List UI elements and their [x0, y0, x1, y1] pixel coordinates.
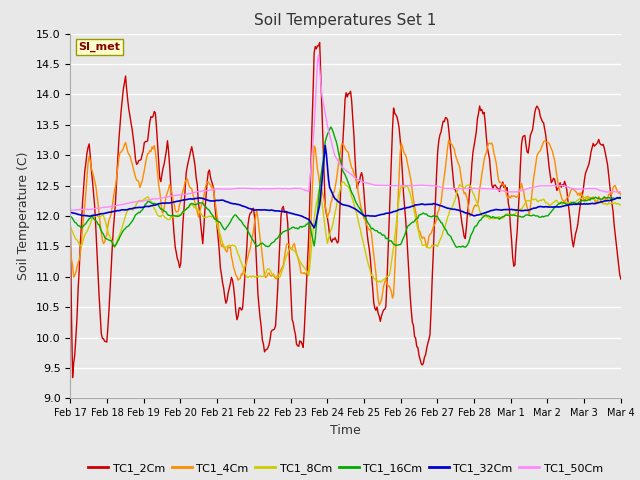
Y-axis label: Soil Temperature (C): Soil Temperature (C)	[17, 152, 30, 280]
Text: SI_met: SI_met	[79, 42, 120, 52]
Legend: TC1_2Cm, TC1_4Cm, TC1_8Cm, TC1_16Cm, TC1_32Cm, TC1_50Cm: TC1_2Cm, TC1_4Cm, TC1_8Cm, TC1_16Cm, TC1…	[84, 459, 607, 479]
Title: Soil Temperatures Set 1: Soil Temperatures Set 1	[255, 13, 436, 28]
X-axis label: Time: Time	[330, 424, 361, 437]
